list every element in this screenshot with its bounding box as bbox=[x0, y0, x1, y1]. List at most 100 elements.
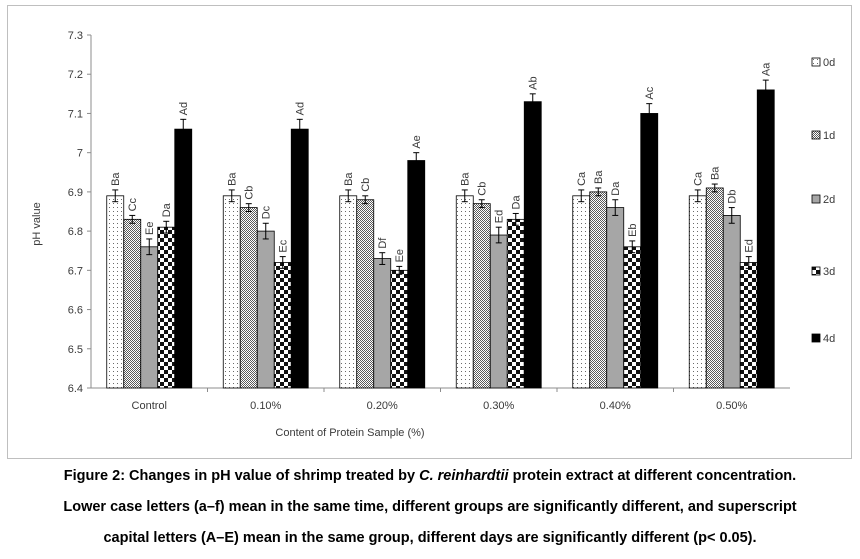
significance-label: Ed bbox=[744, 239, 756, 252]
y-axis-title: pH value bbox=[31, 202, 43, 245]
bar-4d-0.30% bbox=[523, 101, 542, 389]
legend-label-0d: 0d bbox=[823, 57, 835, 69]
significance-label: Ad bbox=[178, 102, 190, 115]
significance-label: Ae bbox=[411, 135, 423, 148]
bar-4d-0.50% bbox=[756, 89, 775, 389]
significance-label: Eb bbox=[627, 223, 639, 236]
significance-label: Ba bbox=[593, 170, 605, 184]
significance-label: Ba bbox=[343, 172, 355, 186]
figure-caption-line-2: Lower case letters (a–f) mean in the sam… bbox=[63, 499, 797, 515]
bar-4d-0.20% bbox=[407, 160, 426, 389]
significance-label: Ba bbox=[710, 166, 722, 180]
bar-0d-0.40% bbox=[572, 195, 591, 389]
significance-label: Ee bbox=[394, 249, 406, 262]
figure-caption-line-1: Figure 2: Changes in pH value of shrimp … bbox=[0, 468, 860, 484]
x-tick-label: 0.20% bbox=[367, 400, 398, 412]
bar-4d-0.10% bbox=[290, 128, 309, 389]
bar-4d-0.40% bbox=[640, 113, 659, 389]
bar-1d-Control bbox=[123, 218, 142, 389]
significance-label: Ba bbox=[227, 172, 239, 186]
significance-label: Ba bbox=[110, 172, 122, 186]
bars bbox=[106, 79, 775, 389]
x-axis-title: Content of Protein Sample (%) bbox=[275, 427, 424, 439]
bar-3d-0.40% bbox=[623, 246, 642, 389]
y-tick-label: 7 bbox=[77, 148, 83, 160]
figure-caption-line-3: capital letters (A–E) mean in the same g… bbox=[103, 530, 757, 546]
bar-2d-0.10% bbox=[256, 230, 275, 389]
bar-0d-0.30% bbox=[455, 195, 474, 389]
y-tick-label: 6.9 bbox=[68, 187, 83, 199]
significance-label: Da bbox=[161, 202, 173, 217]
bar-3d-0.30% bbox=[506, 218, 525, 389]
significance-label: Da bbox=[511, 195, 523, 210]
y-tick-label: 6.8 bbox=[68, 226, 83, 238]
significance-label: Ba bbox=[460, 172, 472, 186]
axes: 6.4 6.5 6.6 6.7 6.8 6.9 7 7.1 7.2 7.3 Control 0.10%… bbox=[68, 30, 790, 412]
bar-0d-0.20% bbox=[339, 195, 358, 389]
legend-swatch-0d bbox=[811, 57, 821, 67]
caption-text-pre: Figure 2: Changes in pH value of shrimp … bbox=[63, 468, 420, 484]
bar-0d-Control bbox=[106, 195, 125, 389]
x-tick-label: Control bbox=[132, 400, 167, 412]
x-tick-label: 0.30% bbox=[483, 400, 514, 412]
bar-0d-0.10% bbox=[222, 195, 241, 389]
legend-label-2d: 2d bbox=[823, 194, 835, 206]
caption-text-post: protein extract at different concentrati… bbox=[508, 468, 797, 484]
legend-label-1d: 1d bbox=[823, 130, 835, 142]
bar-1d-0.20% bbox=[356, 199, 375, 389]
legend-swatch-1d bbox=[811, 130, 821, 140]
bar-0d-0.50% bbox=[688, 195, 707, 389]
significance-label: Ec bbox=[278, 239, 290, 252]
bar-2d-0.50% bbox=[722, 215, 741, 389]
bar-3d-0.10% bbox=[273, 262, 292, 389]
legend-swatch-3d bbox=[811, 266, 821, 276]
significance-label: Ac bbox=[644, 86, 656, 99]
significance-label: Ca bbox=[693, 171, 705, 186]
y-tick-label: 6.7 bbox=[68, 265, 83, 277]
bar-1d-0.50% bbox=[705, 187, 724, 389]
legend-label-4d: 4d bbox=[823, 333, 835, 345]
data-labels: Ba Cc Ee Da Ad Ba Cb Dc Ec Ad Ba Cb Df Ee Ae Ba Cb Ed Da Ab… bbox=[110, 62, 773, 263]
x-tick-label: 0.10% bbox=[250, 400, 281, 412]
legend-label-3d: 3d bbox=[823, 266, 835, 278]
significance-label: Df bbox=[377, 237, 389, 249]
significance-label: Cc bbox=[127, 197, 139, 211]
bar-1d-0.10% bbox=[239, 207, 258, 389]
bar-3d-0.20% bbox=[390, 269, 409, 389]
bar-2d-Control bbox=[140, 246, 159, 389]
significance-label: Db bbox=[727, 190, 739, 204]
bar-2d-0.30% bbox=[489, 234, 508, 389]
caption-species: C. reinhardtii bbox=[419, 468, 509, 484]
bar-4d-Control bbox=[174, 128, 193, 389]
significance-label: Aa bbox=[761, 62, 773, 76]
y-tick-label: 7.3 bbox=[68, 30, 83, 42]
y-tick-label: 6.6 bbox=[68, 305, 83, 317]
bar-chart: 6.4 6.5 6.6 6.7 6.8 6.9 7 7.1 7.2 7.3 Control 0.10%… bbox=[31, 30, 835, 439]
significance-label: Da bbox=[610, 181, 622, 196]
significance-label: Ca bbox=[576, 171, 588, 186]
bar-1d-0.40% bbox=[589, 191, 608, 389]
significance-label: Ee bbox=[144, 221, 156, 234]
significance-label: Ad bbox=[295, 102, 307, 115]
bar-1d-0.30% bbox=[472, 203, 491, 389]
y-tick-label: 7.1 bbox=[68, 108, 83, 120]
legend-swatch-4d bbox=[811, 333, 821, 343]
chart-area: 6.4 6.5 6.6 6.7 6.8 6.9 7 7.1 7.2 7.3 Control 0.10%… bbox=[7, 5, 852, 459]
significance-label: Cb bbox=[244, 186, 256, 200]
bar-2d-0.20% bbox=[373, 258, 392, 389]
bar-2d-0.40% bbox=[606, 207, 625, 389]
x-tick-label: 0.40% bbox=[600, 400, 631, 412]
significance-label: Ab bbox=[528, 76, 540, 89]
significance-label: Cb bbox=[360, 178, 372, 192]
significance-label: Dc bbox=[261, 205, 273, 219]
y-tick-label: 6.4 bbox=[68, 383, 83, 395]
y-tick-label: 6.5 bbox=[68, 344, 83, 356]
bar-3d-0.50% bbox=[739, 262, 758, 389]
x-tick-label: 0.50% bbox=[716, 400, 747, 412]
legend: 0d 1d 2d 3d 4d bbox=[811, 57, 835, 345]
bar-3d-Control bbox=[157, 226, 176, 389]
significance-label: Ed bbox=[494, 210, 506, 223]
legend-swatch-2d bbox=[811, 194, 821, 204]
significance-label: Cb bbox=[477, 182, 489, 196]
y-tick-label: 7.2 bbox=[68, 69, 83, 81]
